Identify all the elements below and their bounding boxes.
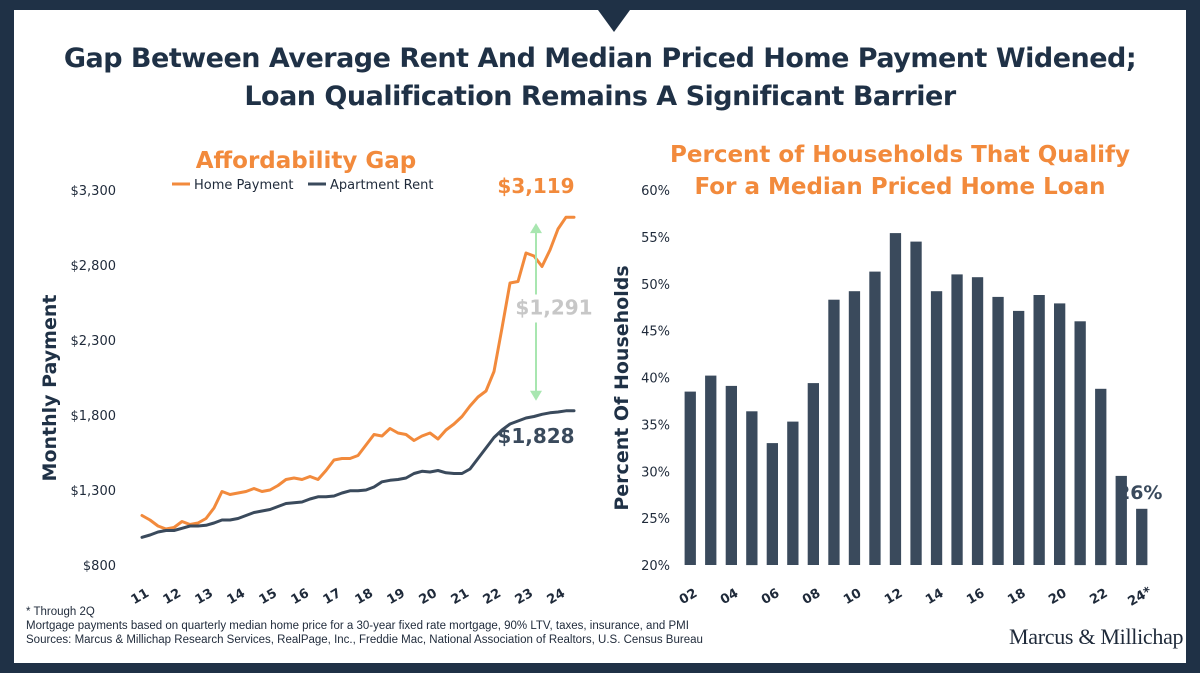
bar-20 (1054, 303, 1066, 565)
bar-chart-x-tick-label: 16 (964, 586, 987, 608)
bar-chart-title-line-2: For a Median Priced Home Loan (695, 174, 1106, 200)
bar-chart-x-tick-label: 04 (718, 586, 741, 608)
gap-label-background (514, 294, 576, 323)
bar-07 (787, 421, 799, 565)
bar-chart-y-tick-label: 35% (641, 418, 670, 433)
gap-arrow-head-up (530, 223, 542, 234)
bar-chart-y-tick-label: 60% (641, 184, 670, 199)
home-payment-latest-label: $3,119 (497, 174, 574, 198)
gap-value-label: $1,291 (515, 296, 592, 320)
bar-04 (725, 385, 737, 565)
bar-chart-y-tick-label: 45% (641, 325, 670, 340)
bar-chart-y-tick-label: 30% (641, 465, 670, 480)
bar-chart-title-line-1: Percent of Households That Qualify (670, 142, 1130, 168)
line-chart-y-tick-label: $1,300 (71, 484, 117, 499)
line-chart-y-tick-label: $2,300 (71, 334, 117, 349)
bar-18 (1013, 310, 1025, 565)
bar-22 (1095, 388, 1107, 566)
bar-19 (1033, 295, 1045, 565)
bar-chart-y-axis-label: Percent Of Households (611, 265, 633, 510)
bar-chart-y-tick-label: 25% (641, 512, 670, 527)
company-logo: Marcus & Millichap (1009, 624, 1184, 649)
bar-chart-x-tick-label: 08 (800, 586, 823, 608)
bar-16 (971, 277, 984, 565)
bar-02 (684, 391, 696, 565)
gap-arrow-head-down (530, 390, 542, 401)
legend-label-apartment-rent: Apartment Rent (330, 178, 433, 193)
bar-21 (1074, 321, 1086, 566)
main-title: Gap Between Average Rent And Median Pric… (14, 40, 1186, 116)
footnote-through: * Through 2Q (26, 606, 95, 618)
bar-chart-x-tick-label: 10 (841, 586, 864, 608)
last-bar-value-label: 26% (1117, 482, 1162, 504)
bar-chart-y-tick-label: 20% (641, 559, 670, 574)
bar-chart-x-tick-label: 14 (923, 586, 946, 608)
footnote-method: Mortgage payments based on quarterly med… (26, 620, 689, 632)
qualify-percent-chart: Percent of Households That Qualify For a… (611, 142, 1162, 610)
chart-frame: Gap Between Average Rent And Median Pric… (14, 10, 1186, 663)
legend-label-home-payment: Home Payment (194, 178, 293, 193)
bar-23 (1115, 475, 1127, 565)
affordability-gap-chart: Affordability Gap Home Payment Apartment… (39, 148, 593, 608)
series-line-home-payment (140, 215, 576, 531)
bar-chart-x-tick-label: 12 (882, 586, 905, 608)
bar-11 (869, 271, 881, 565)
bar-05 (746, 411, 758, 566)
bar-chart-x-tick-label: 18 (1005, 586, 1028, 608)
bar-chart-y-tick-label: 55% (641, 231, 670, 246)
line-chart-y-tick-label: $3,300 (71, 184, 117, 199)
main-title-line-2: Loan Qualification Remains A Significant… (244, 81, 956, 112)
bar-15 (951, 274, 963, 565)
frame-notch (598, 10, 630, 32)
bar-chart-y-tick-label: 40% (641, 372, 670, 387)
bar-17 (992, 296, 1004, 565)
line-chart-y-tick-label: $1,800 (71, 409, 117, 424)
bar-chart-x-tick-label: 06 (759, 586, 782, 608)
bar-12 (889, 233, 902, 565)
line-chart-y-axis-label: Monthly Payment (39, 295, 61, 482)
line-chart-legend: Home Payment Apartment Rent (172, 178, 433, 193)
bar-14 (930, 291, 943, 565)
footnotes: * Through 2Q Mortgage payments based on … (26, 605, 703, 647)
bar-08 (807, 383, 819, 565)
bar-09 (828, 299, 840, 565)
bar-24 (1136, 508, 1148, 566)
bar-chart-x-tick-label: 22 (1087, 586, 1110, 608)
rent-latest-label: $1,828 (497, 424, 574, 448)
bar-06 (766, 443, 778, 565)
line-chart-y-tick-label: $800 (83, 559, 116, 574)
bar-10 (848, 291, 861, 565)
bar-chart-x-tick-label: 24* (1125, 584, 1154, 610)
line-chart-y-tick-label: $2,800 (71, 259, 117, 274)
bar-chart-y-tick-label: 50% (641, 278, 670, 293)
bar-13 (910, 241, 922, 565)
bar-chart-x-tick-label: 20 (1046, 586, 1069, 608)
series-line-apartment-rent (140, 409, 576, 539)
line-chart-title: Affordability Gap (196, 148, 417, 174)
footnote-sources: Sources: Marcus & Millichap Research Ser… (26, 634, 703, 646)
main-title-line-1: Gap Between Average Rent And Median Pric… (63, 43, 1137, 74)
bar-03 (705, 375, 717, 565)
